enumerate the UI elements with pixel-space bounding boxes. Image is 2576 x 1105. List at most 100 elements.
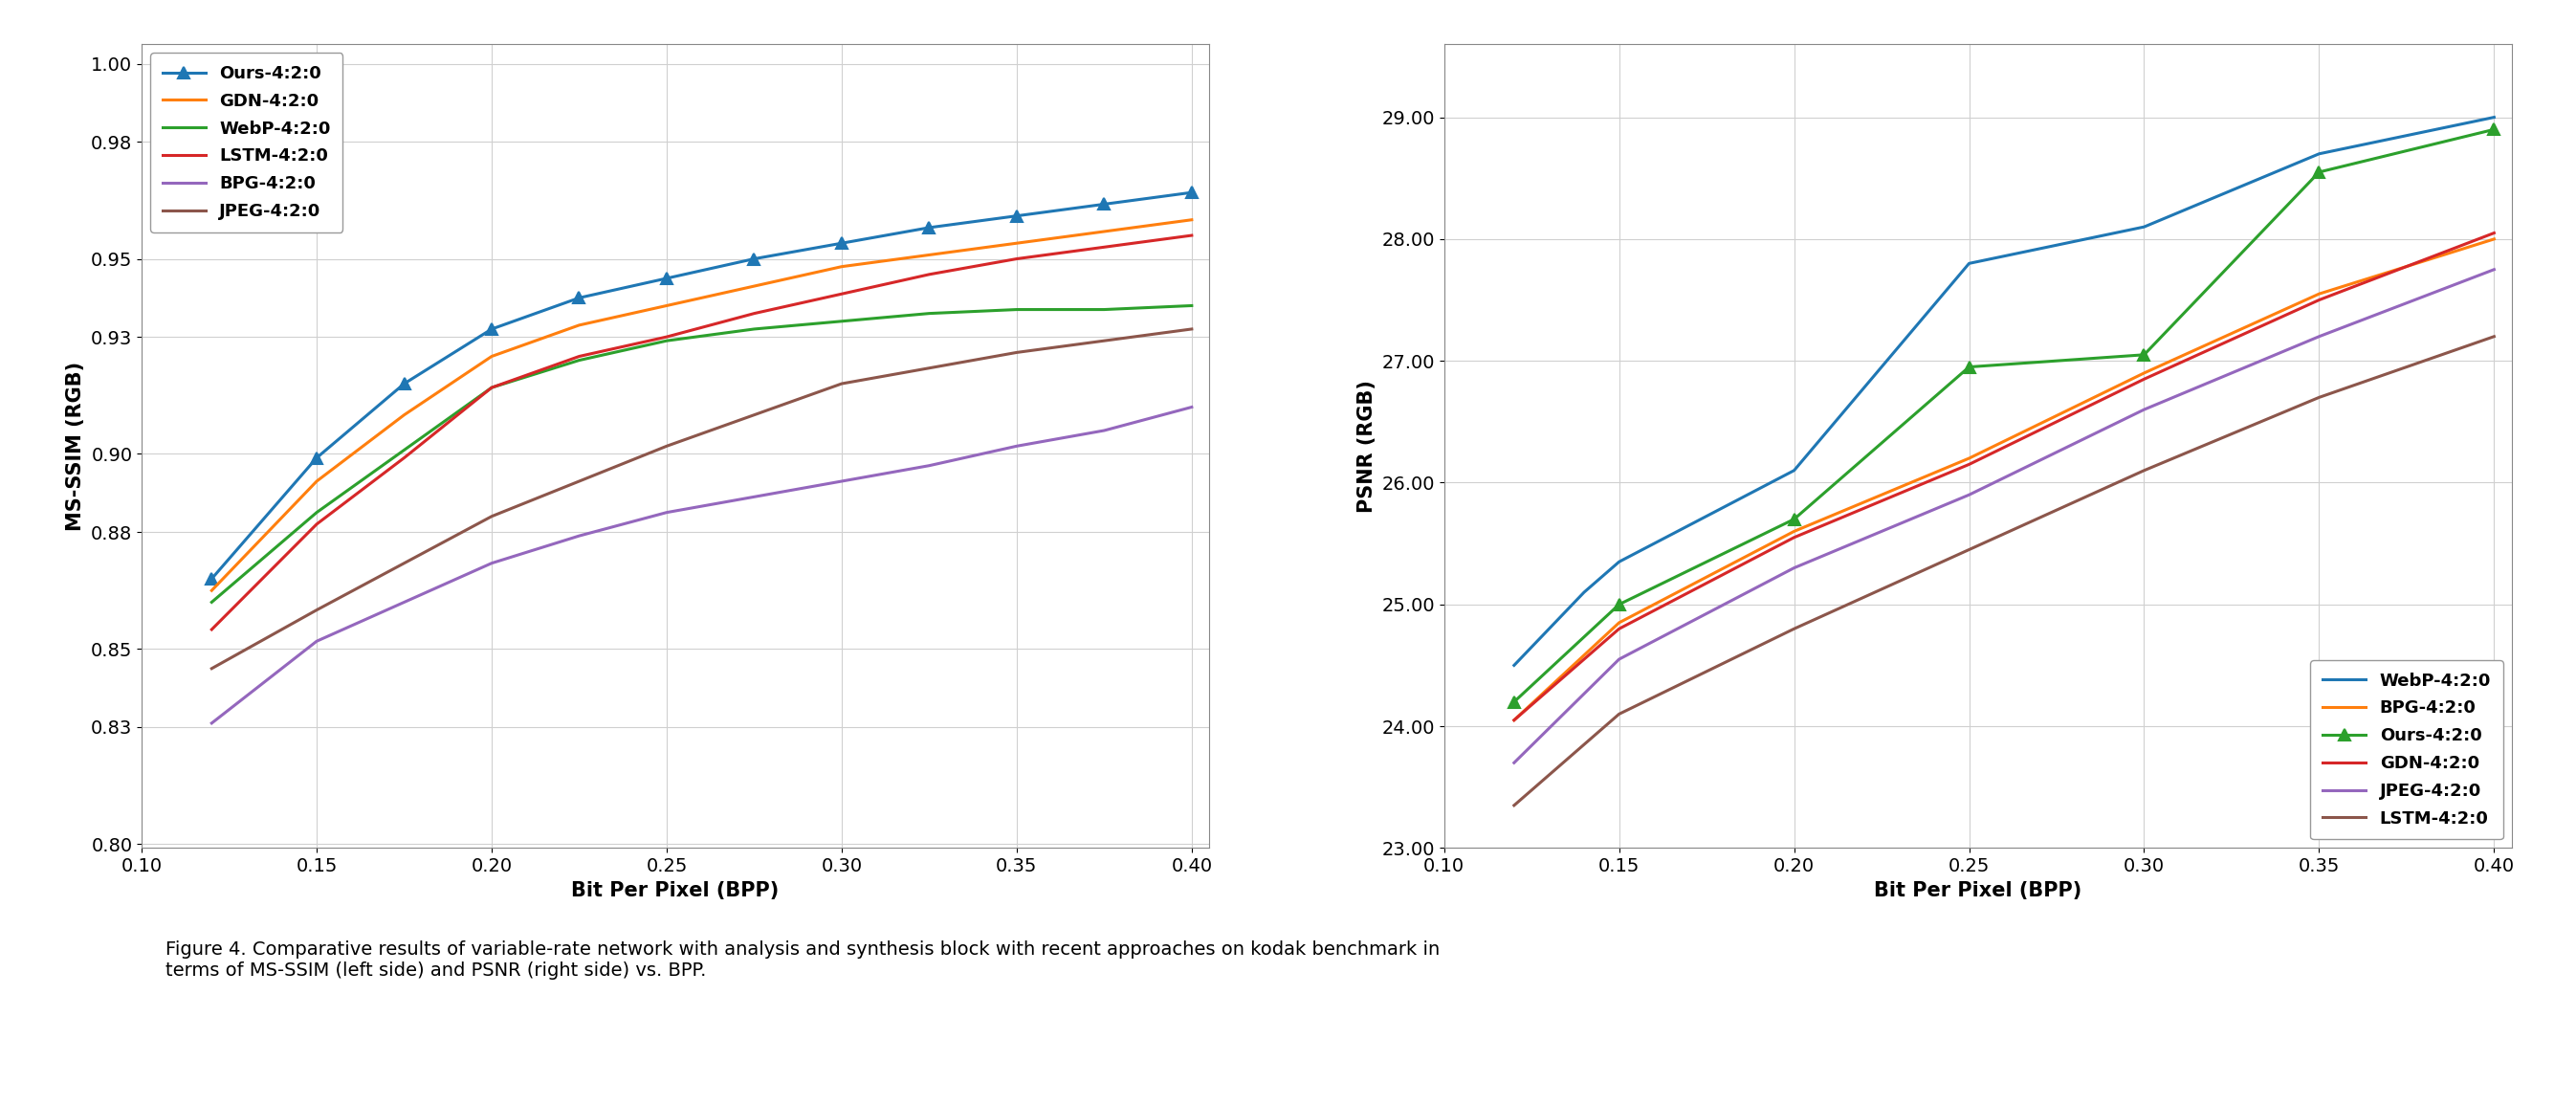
- BPG-4:2:0: [1499, 714, 1530, 727]
- Ours-4:2:0: [2303, 166, 2334, 179]
- LSTM-4:2:0: [196, 623, 227, 636]
- GDN-4:2:0: [1002, 236, 1033, 250]
- JPEG-4:2:0: [389, 557, 420, 570]
- Line: BPG-4:2:0: BPG-4:2:0: [211, 407, 1193, 723]
- Ours-4:2:0: [564, 292, 595, 305]
- LSTM-4:2:0: [1953, 543, 1984, 556]
- Line: JPEG-4:2:0: JPEG-4:2:0: [211, 329, 1193, 669]
- BPG-4:2:0: [1953, 452, 1984, 465]
- GDN-4:2:0: [564, 318, 595, 332]
- LSTM-4:2:0: [1090, 241, 1121, 254]
- BPG-4:2:0: [827, 475, 858, 488]
- Legend: Ours-4:2:0, GDN-4:2:0, WebP-4:2:0, LSTM-4:2:0, BPG-4:2:0, JPEG-4:2:0: Ours-4:2:0, GDN-4:2:0, WebP-4:2:0, LSTM-…: [149, 53, 343, 232]
- LSTM-4:2:0: [564, 350, 595, 364]
- X-axis label: Bit Per Pixel (BPP): Bit Per Pixel (BPP): [572, 881, 781, 899]
- Y-axis label: PSNR (RGB): PSNR (RGB): [1358, 380, 1376, 513]
- BPG-4:2:0: [1177, 400, 1208, 413]
- GDN-4:2:0: [2303, 293, 2334, 306]
- GDN-4:2:0: [1499, 714, 1530, 727]
- GDN-4:2:0: [2128, 372, 2159, 386]
- JPEG-4:2:0: [1777, 561, 1808, 575]
- Line: JPEG-4:2:0: JPEG-4:2:0: [1515, 270, 2494, 762]
- Line: Ours-4:2:0: Ours-4:2:0: [1510, 124, 2499, 707]
- LSTM-4:2:0: [827, 287, 858, 301]
- WebP-4:2:0: [1569, 586, 1600, 599]
- Ours-4:2:0: [1605, 598, 1636, 611]
- Line: WebP-4:2:0: WebP-4:2:0: [1515, 117, 2494, 665]
- Ours-4:2:0: [2478, 123, 2509, 136]
- JPEG-4:2:0: [1002, 346, 1033, 359]
- Line: GDN-4:2:0: GDN-4:2:0: [211, 220, 1193, 590]
- JPEG-4:2:0: [2303, 330, 2334, 344]
- WebP-4:2:0: [2128, 220, 2159, 233]
- Line: WebP-4:2:0: WebP-4:2:0: [211, 306, 1193, 602]
- Ours-4:2:0: [1777, 513, 1808, 526]
- X-axis label: Bit Per Pixel (BPP): Bit Per Pixel (BPP): [1873, 881, 2081, 899]
- WebP-4:2:0: [1953, 256, 1984, 270]
- Ours-4:2:0: [1090, 198, 1121, 211]
- WebP-4:2:0: [1777, 464, 1808, 477]
- LSTM-4:2:0: [739, 307, 770, 320]
- LSTM-4:2:0: [1777, 622, 1808, 635]
- LSTM-4:2:0: [652, 330, 683, 344]
- LSTM-4:2:0: [1002, 252, 1033, 265]
- JPEG-4:2:0: [1090, 334, 1121, 347]
- GDN-4:2:0: [389, 408, 420, 421]
- GDN-4:2:0: [301, 475, 332, 488]
- JPEG-4:2:0: [1605, 653, 1636, 666]
- GDN-4:2:0: [1605, 622, 1636, 635]
- GDN-4:2:0: [827, 260, 858, 273]
- GDN-4:2:0: [2478, 227, 2509, 240]
- Ours-4:2:0: [739, 252, 770, 265]
- Legend: WebP-4:2:0, BPG-4:2:0, Ours-4:2:0, GDN-4:2:0, JPEG-4:2:0, LSTM-4:2:0: WebP-4:2:0, BPG-4:2:0, Ours-4:2:0, GDN-4…: [2311, 660, 2504, 840]
- Line: GDN-4:2:0: GDN-4:2:0: [1515, 233, 2494, 720]
- Y-axis label: MS-SSIM (RGB): MS-SSIM (RGB): [67, 361, 85, 530]
- BPG-4:2:0: [1605, 617, 1636, 630]
- Line: LSTM-4:2:0: LSTM-4:2:0: [1515, 337, 2494, 806]
- BPG-4:2:0: [1777, 525, 1808, 538]
- LSTM-4:2:0: [2128, 464, 2159, 477]
- JPEG-4:2:0: [652, 440, 683, 453]
- Text: Figure 4. Comparative results of variable-rate network with analysis and synthes: Figure 4. Comparative results of variabl…: [165, 940, 1440, 979]
- LSTM-4:2:0: [1499, 799, 1530, 812]
- JPEG-4:2:0: [1953, 488, 1984, 502]
- GDN-4:2:0: [739, 280, 770, 293]
- BPG-4:2:0: [477, 557, 507, 570]
- GDN-4:2:0: [1953, 457, 1984, 471]
- JPEG-4:2:0: [2128, 403, 2159, 417]
- GDN-4:2:0: [1090, 225, 1121, 239]
- WebP-4:2:0: [477, 381, 507, 394]
- Ours-4:2:0: [301, 451, 332, 464]
- BPG-4:2:0: [301, 634, 332, 648]
- BPG-4:2:0: [2303, 287, 2334, 301]
- Line: BPG-4:2:0: BPG-4:2:0: [1515, 239, 2494, 720]
- JPEG-4:2:0: [827, 377, 858, 390]
- JPEG-4:2:0: [477, 509, 507, 523]
- BPG-4:2:0: [196, 716, 227, 729]
- LSTM-4:2:0: [1605, 707, 1636, 720]
- JPEG-4:2:0: [1177, 323, 1208, 336]
- Line: Ours-4:2:0: Ours-4:2:0: [206, 187, 1198, 585]
- Ours-4:2:0: [1953, 360, 1984, 373]
- WebP-4:2:0: [1002, 303, 1033, 316]
- WebP-4:2:0: [2478, 110, 2509, 124]
- Ours-4:2:0: [1177, 186, 1208, 199]
- LSTM-4:2:0: [914, 267, 945, 281]
- Ours-4:2:0: [914, 221, 945, 234]
- JPEG-4:2:0: [1499, 756, 1530, 769]
- BPG-4:2:0: [739, 491, 770, 504]
- Line: LSTM-4:2:0: LSTM-4:2:0: [211, 235, 1193, 630]
- Ours-4:2:0: [2128, 348, 2159, 361]
- WebP-4:2:0: [1499, 659, 1530, 672]
- WebP-4:2:0: [1177, 299, 1208, 313]
- Ours-4:2:0: [477, 323, 507, 336]
- WebP-4:2:0: [1605, 555, 1636, 568]
- WebP-4:2:0: [2303, 147, 2334, 160]
- Ours-4:2:0: [389, 377, 420, 390]
- GDN-4:2:0: [914, 249, 945, 262]
- BPG-4:2:0: [1002, 440, 1033, 453]
- LSTM-4:2:0: [389, 451, 420, 464]
- JPEG-4:2:0: [739, 408, 770, 421]
- BPG-4:2:0: [2478, 232, 2509, 245]
- BPG-4:2:0: [2128, 367, 2159, 380]
